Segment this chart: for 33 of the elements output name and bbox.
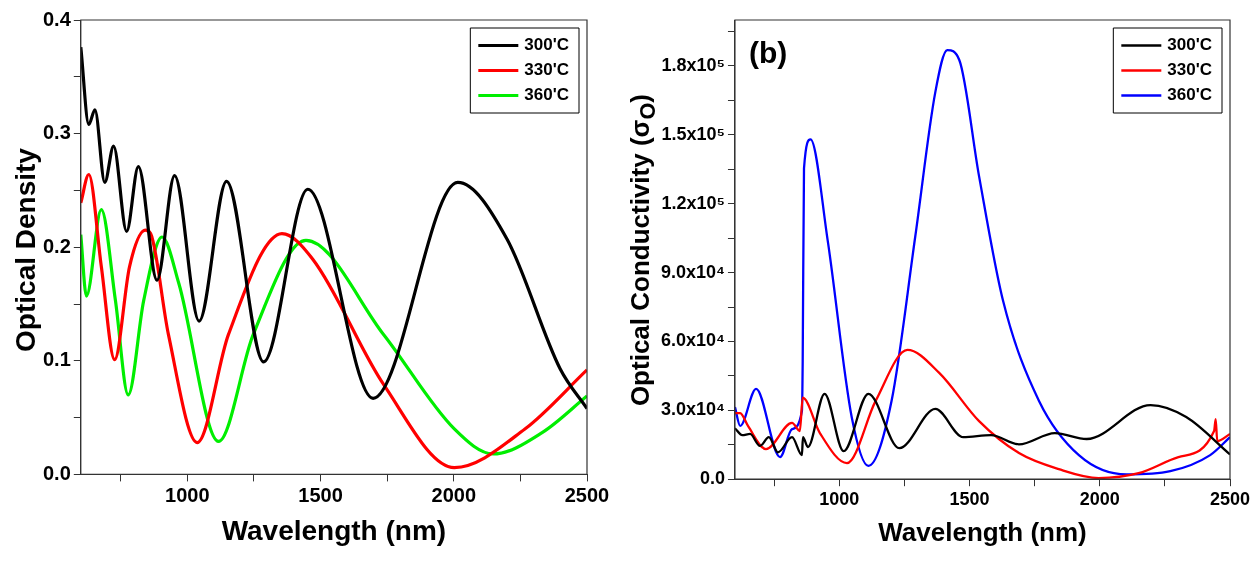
y-tick-label: 0.0 — [699, 468, 725, 489]
y-axis-title: Optical Density — [9, 148, 42, 352]
y-tick-label: 9.0x10⁴ — [660, 261, 725, 282]
y-tick-label: 0.4 — [42, 7, 72, 30]
y-tick-label: 0.0 — [42, 461, 71, 484]
legend-label: 300'C — [1167, 35, 1212, 55]
x-tick-label: 1500 — [298, 483, 343, 506]
legend-label: 330'C — [524, 60, 569, 80]
x-tick-label: 1000 — [165, 483, 210, 506]
legend-label: 360'C — [524, 85, 569, 105]
x-axis-title: Wavelength (nm) — [221, 514, 447, 546]
legend-label: 330'C — [1167, 60, 1212, 80]
y-tick-label: 3.0x10⁴ — [660, 399, 725, 420]
x-tick-label: 2000 — [431, 483, 477, 506]
line-series — [734, 392, 1230, 457]
x-tick-label: 2000 — [1079, 488, 1120, 509]
x-tick-label: 1000 — [819, 488, 860, 509]
x-tick-label: 1500 — [949, 488, 990, 509]
x-axis-title: Wavelength (nm) — [878, 516, 1087, 547]
annotation: (b) — [748, 36, 788, 70]
y-tick-label: 1.5x10⁵ — [661, 123, 725, 144]
y-tick-label: 1.2x10⁵ — [661, 192, 725, 213]
x-tick-label: 2500 — [1209, 488, 1251, 509]
y-tick-label: 0.1 — [42, 348, 71, 371]
legend-label: 360'C — [1167, 85, 1212, 105]
y-tick-label: 6.0x10⁴ — [660, 330, 725, 351]
legend-label: 300'C — [524, 35, 569, 55]
y-tick-label: 1.8x10⁵ — [661, 54, 725, 75]
y-tick-label: 0.2 — [42, 234, 71, 257]
line-series — [80, 208, 587, 456]
y-tick-label: 0.3 — [42, 121, 71, 144]
line-series — [80, 172, 587, 470]
x-tick-label: 2500 — [564, 483, 610, 506]
